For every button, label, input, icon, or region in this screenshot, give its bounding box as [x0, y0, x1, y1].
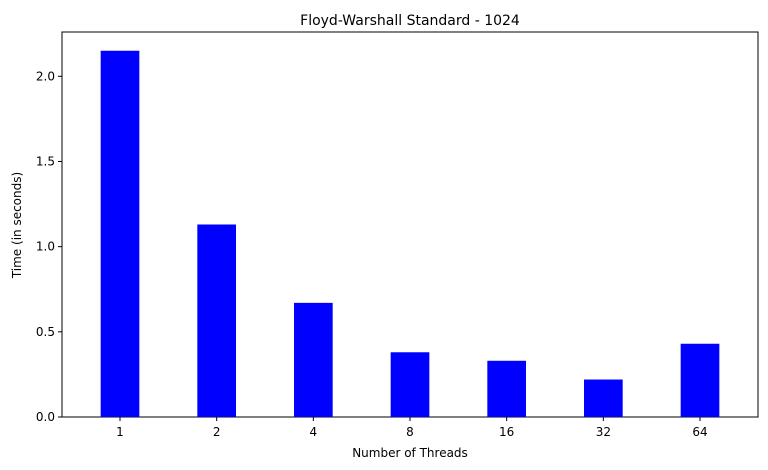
y-tick-label: 0.0 — [36, 410, 55, 424]
x-tick-label: 2 — [213, 425, 221, 439]
x-tick-label: 4 — [310, 425, 318, 439]
x-tick-label: 64 — [692, 425, 707, 439]
x-axis-label: Number of Threads — [352, 446, 468, 460]
y-tick-label: 0.5 — [36, 325, 55, 339]
x-tick-label: 8 — [406, 425, 414, 439]
bar-1 — [100, 50, 140, 418]
y-tick-label: 2.0 — [36, 69, 55, 83]
bar-32 — [584, 379, 623, 417]
bar-64 — [680, 343, 720, 417]
x-tick-label: 32 — [596, 425, 611, 439]
y-axis-label: Time (in seconds) — [10, 172, 24, 279]
bar-16 — [487, 360, 526, 417]
bar-8 — [390, 352, 430, 417]
y-axis-ticks: 0.0 0.5 1.0 1.5 2.0 — [36, 69, 62, 424]
bar-2 — [197, 224, 236, 417]
bars-group — [100, 50, 720, 418]
y-tick-label: 1.5 — [36, 154, 55, 168]
x-tick-label: 16 — [499, 425, 514, 439]
bar-4 — [294, 302, 333, 417]
chart-title: Floyd-Warshall Standard - 1024 — [300, 13, 520, 29]
y-tick-label: 1.0 — [36, 240, 55, 254]
x-axis-ticks: 1 2 4 8 16 32 64 — [116, 417, 708, 439]
plot-area: 1 2 4 8 16 32 64 0.0 0.5 1.0 1.5 2.0 — [36, 31, 759, 439]
x-tick-label: 1 — [116, 425, 124, 439]
